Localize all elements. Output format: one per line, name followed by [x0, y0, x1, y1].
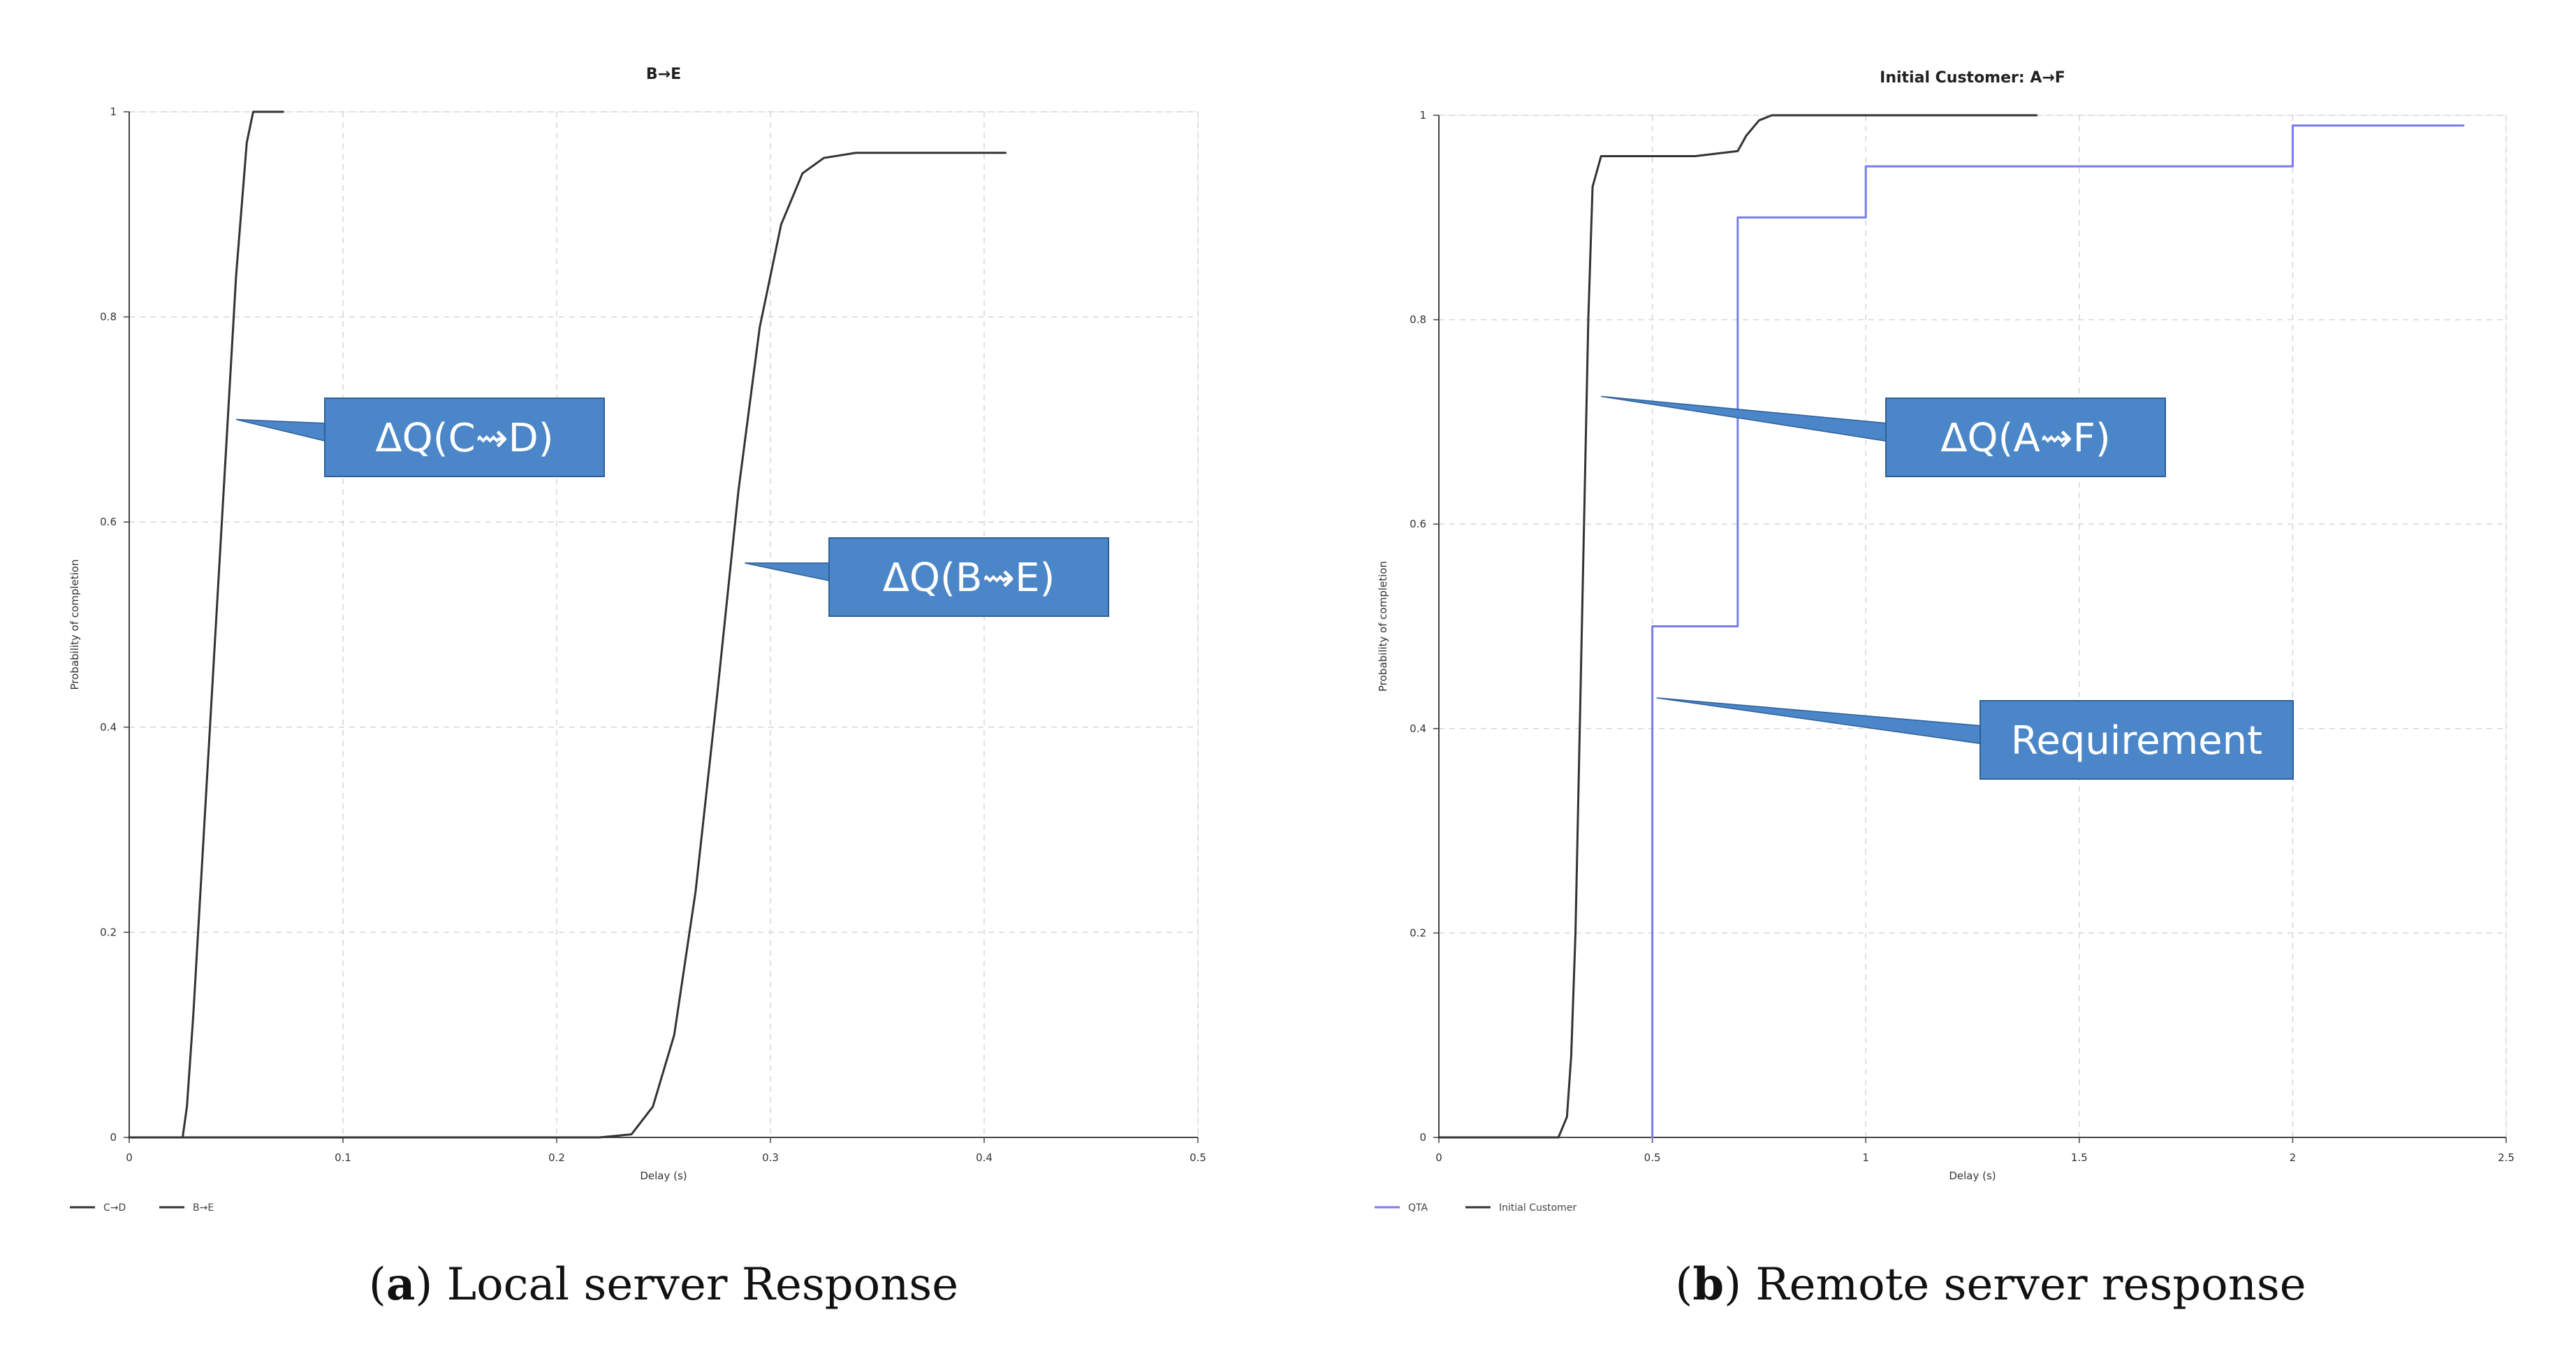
x-tick-label: 2 [2290, 1151, 2297, 1164]
x-tick-label: 0.4 [976, 1151, 993, 1164]
y-tick-label: 0.4 [1410, 722, 1426, 735]
callout-pointer [235, 418, 327, 442]
caption-letter: a [386, 1258, 415, 1311]
y-tick-label: 0.6 [100, 516, 117, 528]
legend-label: QTA [1408, 1202, 1428, 1214]
figure-caption: (a) Local server Response [369, 1258, 958, 1311]
legend-label: B→E [193, 1202, 214, 1214]
plot-frame [1438, 115, 2507, 1138]
x-tick-label: 1 [1862, 1151, 1869, 1164]
figure-caption: (b) Remote server response [1675, 1258, 2306, 1311]
caption-letter: b [1692, 1258, 1724, 1311]
series-line [128, 152, 1007, 1139]
plot-frame [129, 111, 1199, 1138]
x-tick-label: 2.5 [2498, 1151, 2515, 1164]
callout-label: Requirement [2011, 718, 2262, 764]
callout-label: ΔQ(A⇝F) [1940, 416, 2111, 461]
legend-label: C→D [103, 1202, 126, 1214]
callout-pointer [1601, 395, 1888, 442]
x-tick-label: 0.1 [335, 1151, 351, 1164]
legend-label: Initial Customer [1499, 1202, 1576, 1214]
y-tick-label: 0 [110, 1131, 117, 1144]
callout-box [324, 398, 605, 477]
callout-label: ΔQ(C⇝D) [375, 416, 553, 461]
x-axis-label: Delay (s) [640, 1170, 687, 1182]
callout-box [828, 537, 1109, 617]
callout-pointer [745, 562, 831, 582]
x-tick-label: 1.5 [2071, 1151, 2088, 1164]
y-tick-label: 0.2 [1410, 926, 1426, 939]
chart-title: B→E [646, 66, 681, 83]
y-tick-label: 1 [110, 105, 117, 118]
callout-box [1979, 700, 2294, 780]
chart-remote-server: 0 0.5 1 1.5 2 2.5 0 0.2 0.4 0.6 0.8 1 Initial Custom… [1375, 69, 2515, 1311]
x-tick-label: 0 [126, 1151, 133, 1164]
y-tick-label: 0 [1419, 1131, 1426, 1144]
x-tick-label: 0.3 [762, 1151, 779, 1164]
y-axis-label: Probability of completion [68, 560, 81, 690]
series-line [1437, 114, 2038, 1139]
series-line [128, 110, 284, 1139]
x-axis-label: Delay (s) [1949, 1170, 1996, 1182]
y-tick-label: 0.4 [100, 721, 117, 734]
y-tick-label: 0.2 [100, 926, 117, 938]
y-axis-label: Probability of completion [1377, 561, 1389, 692]
callout-pointer [1656, 697, 1982, 745]
x-tick-label: 0.2 [548, 1151, 565, 1164]
y-tick-label: 0.6 [1410, 518, 1426, 530]
x-tick-label: 0.5 [1190, 1151, 1206, 1164]
chart-local-server: 0 0.1 0.2 0.3 0.4 0.5 0 0.2 0.4 0.6 0.8 1 B→E Delay (… [68, 66, 1206, 1311]
y-tick-label: 0.8 [1410, 314, 1426, 326]
chart-title: Initial Customer: A→F [1880, 69, 2065, 87]
callout-box [1885, 398, 2166, 477]
x-tick-label: 0.5 [1644, 1151, 1661, 1164]
x-tick-label: 0 [1435, 1151, 1442, 1164]
callout-label: ΔQ(B⇝E) [883, 555, 1055, 601]
y-tick-label: 0.8 [100, 311, 117, 323]
series-line [1651, 124, 2465, 1139]
y-tick-label: 1 [1419, 109, 1426, 122]
